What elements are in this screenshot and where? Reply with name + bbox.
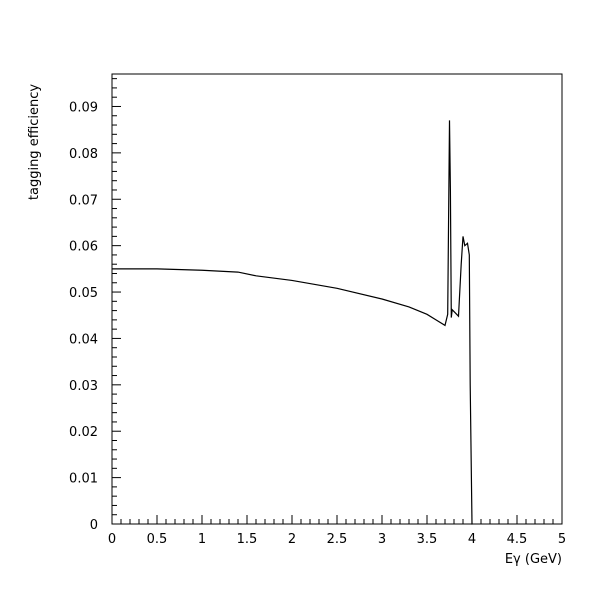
x-tick-label: 4: [468, 532, 476, 547]
y-tick-label: 0.07: [69, 193, 98, 208]
y-tick-label: 0.08: [69, 147, 98, 162]
y-tick-label: 0.05: [69, 286, 98, 301]
plot-frame: [111, 73, 563, 525]
x-tick-label: 0: [108, 532, 116, 547]
x-tick-label: 2: [288, 532, 296, 547]
y-tick-label: 0.06: [69, 240, 98, 255]
x-axis-title: Eγ (GeV): [505, 552, 562, 567]
x-tick-label: 3: [378, 532, 386, 547]
ticks-layer: [111, 78, 563, 525]
y-tick-label: 0.09: [69, 100, 98, 115]
x-tick-label: 1: [198, 532, 206, 547]
x-tick-label: 3.5: [417, 532, 438, 547]
y-tick-label: 0.04: [69, 332, 98, 347]
series-line: [112, 120, 473, 525]
y-tick-label: 0.03: [69, 379, 98, 394]
x-tick-label: 4.5: [507, 532, 528, 547]
tick-labels: 0 0.5 1 1.5 2 2.5 3 3.5 4 4.5 5 0 0.01 0.02 0.03 0.04 0.…: [69, 100, 566, 547]
x-tick-label: 0.5: [147, 532, 168, 547]
y-axis-title: tagging efficiency: [27, 84, 42, 201]
y-tick-label: 0.01: [69, 472, 98, 487]
x-tick-label: 5: [558, 532, 566, 547]
y-tick-label: 0: [90, 518, 98, 533]
y-tick-label: 0.02: [69, 425, 98, 440]
x-tick-label: 2.5: [327, 532, 348, 547]
x-tick-label: 1.5: [237, 532, 258, 547]
